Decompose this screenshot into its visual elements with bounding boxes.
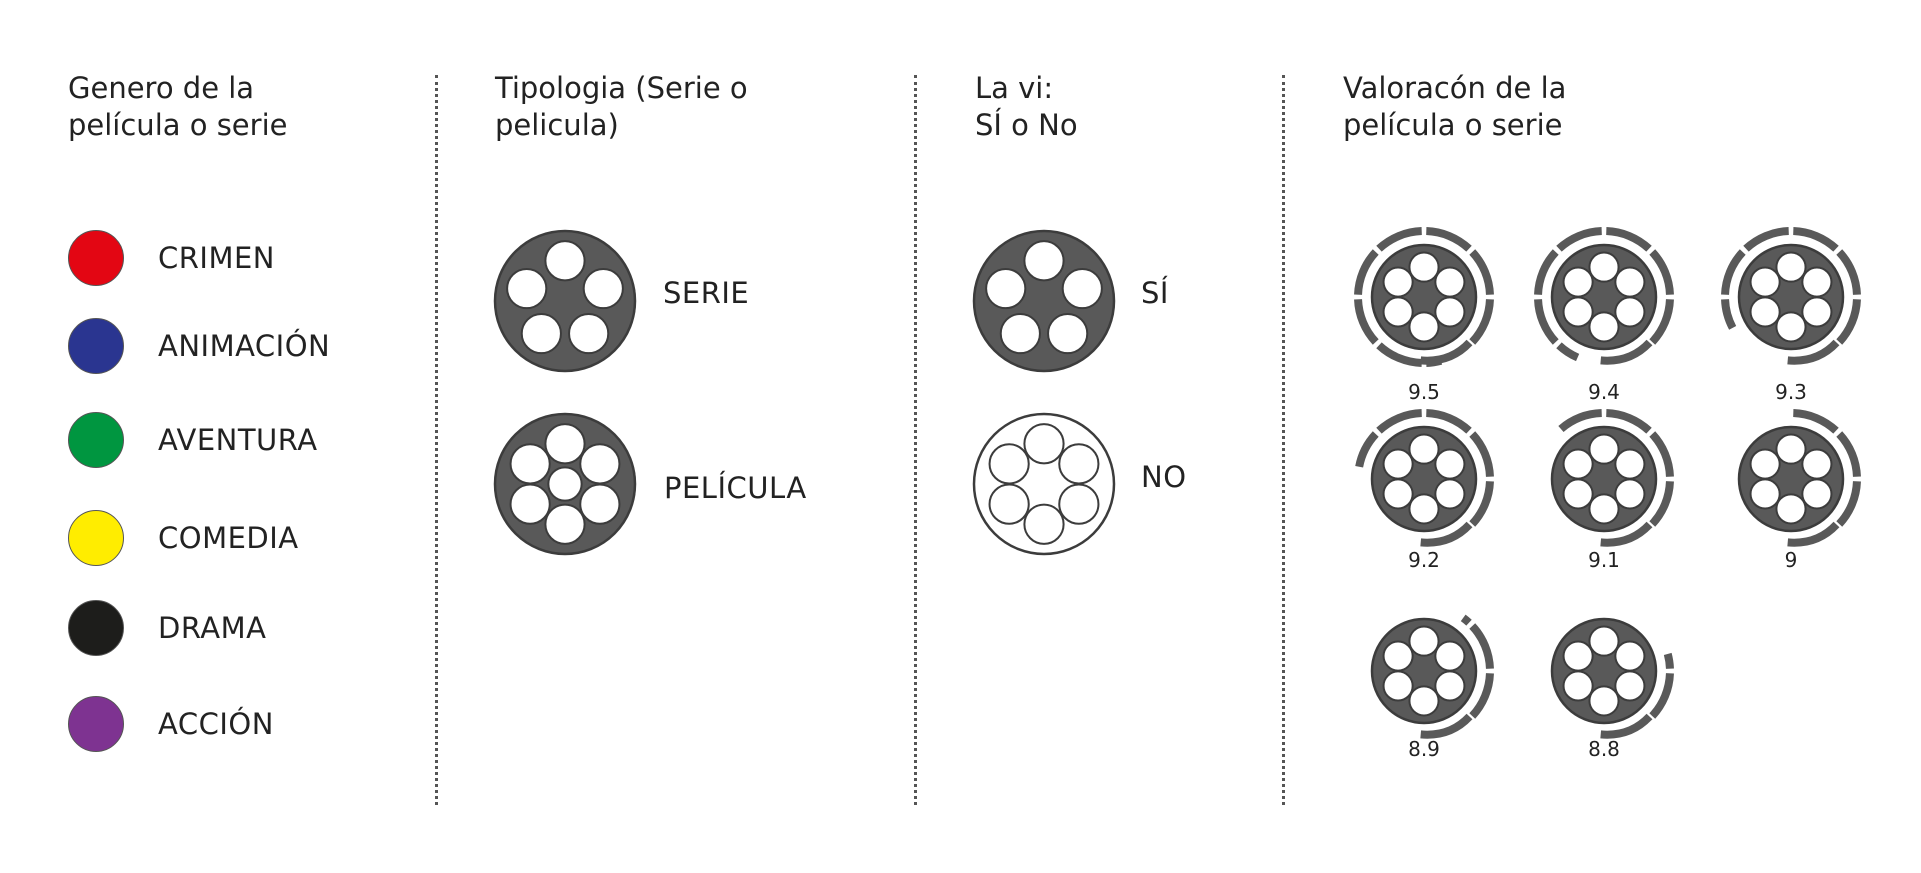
rating-reel-icon bbox=[1354, 227, 1494, 367]
genre-swatch-drama bbox=[68, 600, 124, 656]
type-column-title: Tipologia (Serie o pelicula) bbox=[495, 70, 748, 144]
column-divider-3 bbox=[1282, 75, 1285, 805]
type-label-pelicula: PELÍCULA bbox=[664, 471, 807, 505]
genre-column-title: Genero de la película o serie bbox=[68, 70, 287, 144]
genre-swatch-crimen bbox=[68, 230, 124, 286]
film-reel-filled-icon bbox=[972, 229, 1116, 373]
seen-title-line2: SÍ o No bbox=[975, 108, 1078, 142]
genre-label-accion: ACCIÓN bbox=[158, 707, 274, 741]
film-reel-six-holes-icon bbox=[493, 412, 637, 556]
rating-reel-icon bbox=[1370, 614, 1494, 739]
genre-label-animacion: ANIMACIÓN bbox=[158, 329, 331, 363]
type-title-line1: Tipologia (Serie o bbox=[495, 71, 748, 105]
rating-label: 9.1 bbox=[1588, 548, 1620, 572]
rating-reel-icon bbox=[1721, 227, 1861, 365]
rating-reel-icon bbox=[1550, 617, 1674, 739]
rating-title-line1: Valoracón de la bbox=[1343, 71, 1567, 105]
rating-label: 8.8 bbox=[1588, 737, 1620, 761]
column-divider-1 bbox=[435, 75, 438, 805]
rating-reel-icon bbox=[1534, 227, 1674, 365]
rating-reel-icon bbox=[1737, 409, 1861, 547]
seen-column-title: La vi: SÍ o No bbox=[975, 70, 1078, 144]
rating-title-line2: película o serie bbox=[1343, 108, 1563, 142]
genre-label-comedia: COMEDIA bbox=[158, 521, 299, 555]
genre-swatch-accion bbox=[68, 696, 124, 752]
seen-title-line1: La vi: bbox=[975, 71, 1054, 105]
type-title-line2: pelicula) bbox=[495, 108, 619, 142]
rating-column-title: Valoracón de la película o serie bbox=[1343, 70, 1566, 144]
genre-title-line1: Genero de la bbox=[68, 71, 255, 105]
rating-reel-icon bbox=[1550, 409, 1674, 547]
rating-label: 9.5 bbox=[1408, 380, 1440, 404]
rating-label: 9.3 bbox=[1775, 380, 1807, 404]
genre-swatch-comedia bbox=[68, 510, 124, 566]
genre-label-drama: DRAMA bbox=[158, 611, 267, 645]
rating-reel-icon bbox=[1355, 409, 1494, 547]
rating-label: 9.4 bbox=[1588, 380, 1620, 404]
genre-label-crimen: CRIMEN bbox=[158, 241, 275, 275]
genre-label-aventura: AVENTURA bbox=[158, 423, 318, 457]
column-divider-2 bbox=[914, 75, 917, 805]
film-reel-five-holes-icon bbox=[493, 229, 637, 373]
rating-label: 9 bbox=[1784, 548, 1798, 572]
seen-label-si: SÍ bbox=[1141, 276, 1169, 310]
rating-label: 9.2 bbox=[1408, 548, 1440, 572]
genre-swatch-animacion bbox=[68, 318, 124, 374]
type-label-serie: SERIE bbox=[663, 276, 750, 310]
rating-label: 8.9 bbox=[1408, 737, 1440, 761]
genre-swatch-aventura bbox=[68, 412, 124, 468]
genre-title-line2: película o serie bbox=[68, 108, 288, 142]
seen-label-no: NO bbox=[1141, 460, 1187, 494]
film-reel-outline-icon bbox=[972, 412, 1116, 556]
